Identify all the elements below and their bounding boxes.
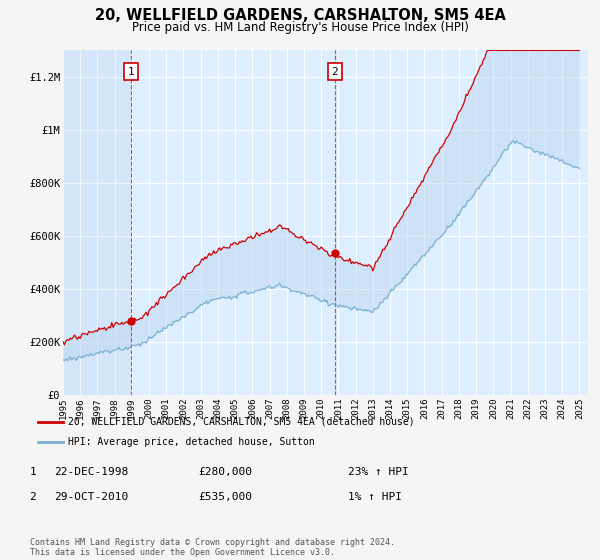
Text: 1: 1	[128, 67, 134, 77]
Text: 1% ↑ HPI: 1% ↑ HPI	[348, 492, 402, 502]
Text: Contains HM Land Registry data © Crown copyright and database right 2024.
This d: Contains HM Land Registry data © Crown c…	[30, 538, 395, 557]
Text: 1: 1	[29, 466, 37, 477]
Text: 23% ↑ HPI: 23% ↑ HPI	[348, 466, 409, 477]
Text: HPI: Average price, detached house, Sutton: HPI: Average price, detached house, Sutt…	[68, 437, 315, 447]
Text: £280,000: £280,000	[198, 466, 252, 477]
Text: 20, WELLFIELD GARDENS, CARSHALTON, SM5 4EA: 20, WELLFIELD GARDENS, CARSHALTON, SM5 4…	[95, 8, 505, 24]
Text: 2: 2	[331, 67, 338, 77]
Text: Price paid vs. HM Land Registry's House Price Index (HPI): Price paid vs. HM Land Registry's House …	[131, 21, 469, 34]
Text: £535,000: £535,000	[198, 492, 252, 502]
Bar	[63, 50, 131, 395]
Text: 20, WELLFIELD GARDENS, CARSHALTON, SM5 4EA (detached house): 20, WELLFIELD GARDENS, CARSHALTON, SM5 4…	[68, 417, 415, 427]
Text: 22-DEC-1998: 22-DEC-1998	[54, 466, 128, 477]
Text: 29-OCT-2010: 29-OCT-2010	[54, 492, 128, 502]
Text: 2: 2	[29, 492, 37, 502]
